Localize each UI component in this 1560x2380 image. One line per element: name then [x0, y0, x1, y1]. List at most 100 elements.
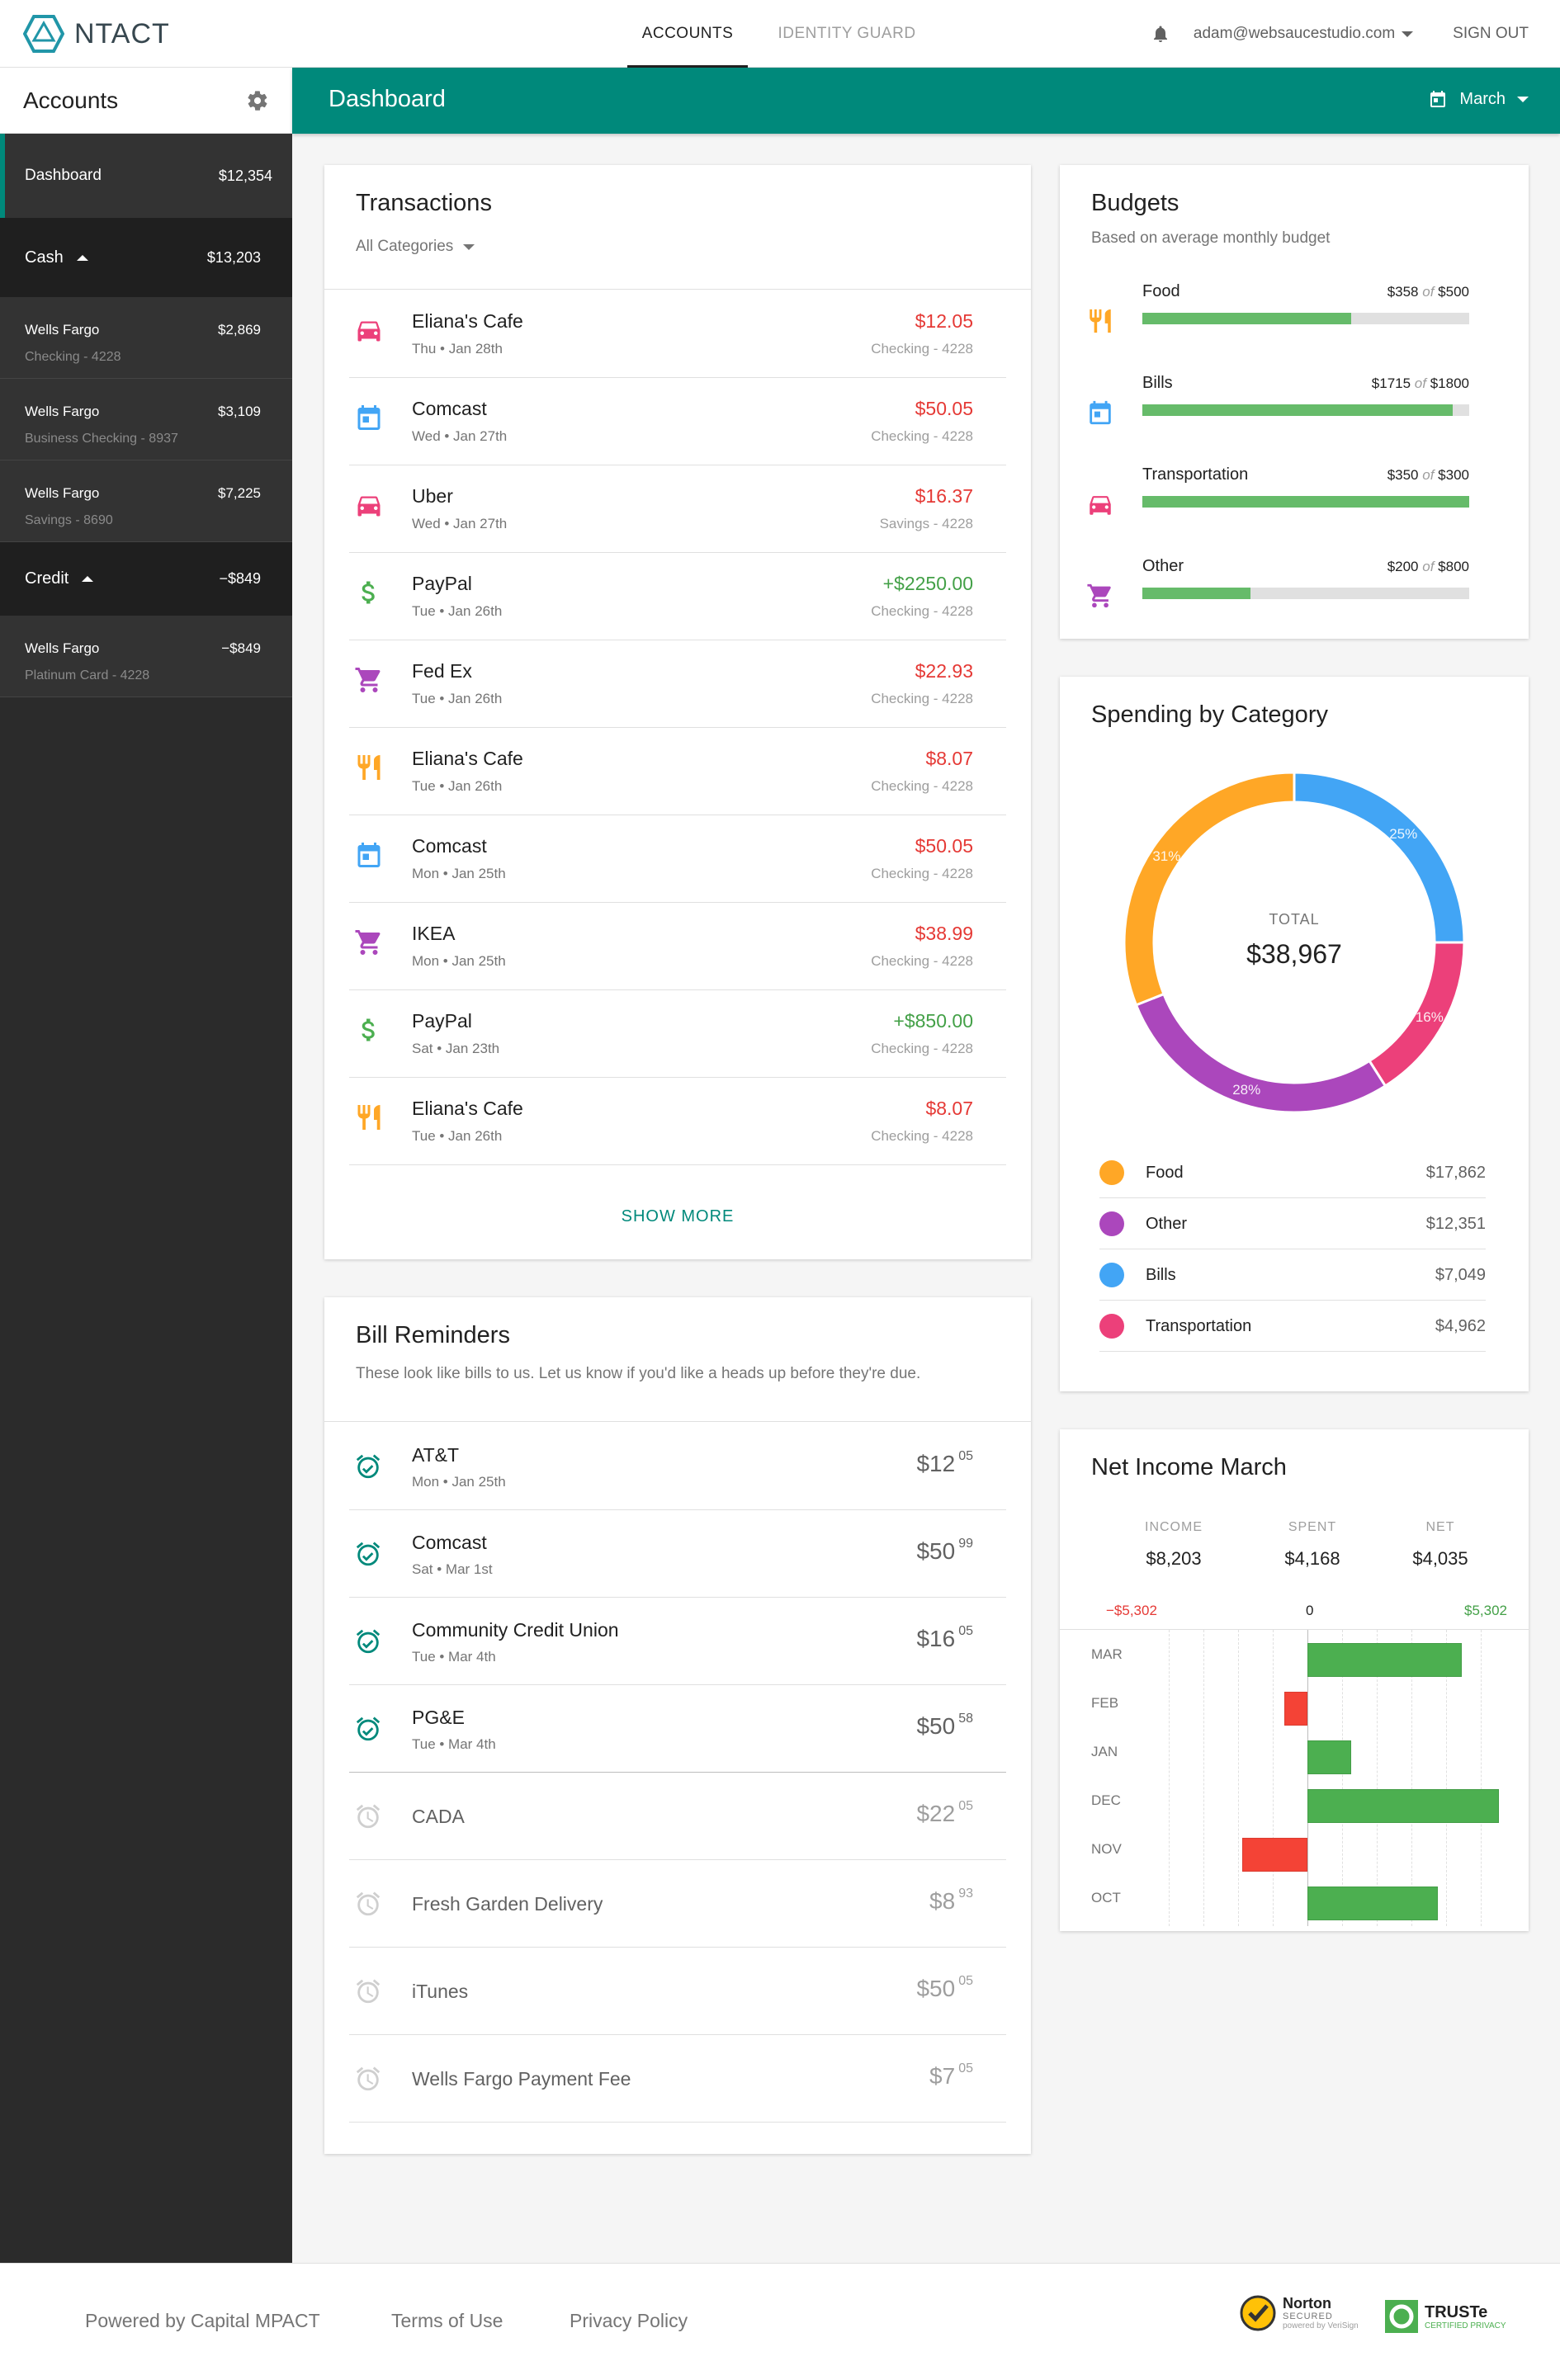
bill-row[interactable]: AT&T Mon • Jan 25th $12 05: [349, 1423, 1006, 1510]
transaction-row[interactable]: PayPal Sat • Jan 23th +$850.00 Checking - 4…: [349, 990, 1006, 1078]
sidebar-account[interactable]: Wells Fargo Business Checking - 8937 $3,…: [0, 379, 292, 460]
sidebar-title: Accounts: [23, 87, 119, 113]
sidebar-item-dashboard[interactable]: Dashboard $12,354: [0, 134, 292, 218]
net-income-bar[interactable]: [1307, 1887, 1438, 1920]
legend-swatch: [1099, 1314, 1124, 1339]
month-label: OCT: [1091, 1890, 1121, 1905]
tab-identity-guard[interactable]: IDENTITY GUARD: [778, 25, 916, 42]
bill-date: Sat • Mar 1st: [412, 1561, 493, 1577]
budget-of: of: [1422, 284, 1435, 300]
truste-badge[interactable]: TRUSTe CERTIFIED PRIVACY: [1383, 2298, 1506, 2335]
footer-privacy-link[interactable]: Privacy Policy: [570, 2310, 688, 2331]
legend-row[interactable]: Transportation $4,962: [1099, 1301, 1486, 1352]
budget-name: Food: [1142, 282, 1180, 300]
transaction-name: PayPal: [412, 1010, 472, 1032]
logo[interactable]: NTACT: [23, 15, 170, 53]
legend-row[interactable]: Food $17,862: [1099, 1147, 1486, 1198]
budget-progress-fill: [1142, 496, 1469, 508]
summary-label: SPENT: [1288, 1520, 1337, 1534]
bill-row-inactive[interactable]: CADA $22 05: [349, 1773, 1006, 1860]
sign-out-link[interactable]: SIGN OUT: [1453, 25, 1529, 42]
budget-item[interactable]: Food $358 of $500: [1086, 282, 1469, 357]
sidebar-section-cash[interactable]: Cash $13,203: [0, 218, 292, 297]
transaction-row[interactable]: Uber Wed • Jan 27th $16.37 Savings - 4228: [349, 465, 1006, 553]
sidebar-account[interactable]: Wells Fargo Checking - 4228 $2,869: [0, 297, 292, 379]
net-income-bar[interactable]: [1307, 1740, 1352, 1774]
transaction-name: IKEA: [412, 923, 456, 944]
chevron-down-icon[interactable]: [1402, 31, 1414, 37]
budgets-card: Budgets Based on average monthly budget …: [1060, 165, 1529, 639]
card-title: Bill Reminders: [356, 1322, 510, 1348]
transaction-row[interactable]: Comcast Wed • Jan 27th $50.05 Checking - 42…: [349, 378, 1006, 465]
transaction-row[interactable]: IKEA Mon • Jan 25th $38.99 Checking - 4228: [349, 903, 1006, 990]
gear-icon[interactable]: [246, 89, 269, 112]
transaction-row[interactable]: Eliana's Cafe Thu • Jan 28th $12.05 Checkin…: [349, 290, 1006, 378]
transaction-row[interactable]: Fed Ex Tue • Jan 26th $22.93 Checking - 422…: [349, 640, 1006, 728]
user-email-menu[interactable]: adam@websaucestudio.com: [1193, 25, 1396, 42]
budget-item[interactable]: Other $200 of $800: [1086, 557, 1469, 631]
bills-list: AT&T Mon • Jan 25th $12 05 Comcast Sat • Mar …: [349, 1423, 1006, 2123]
footer-terms-link[interactable]: Terms of Use: [391, 2310, 503, 2331]
footer-powered-by[interactable]: Powered by Capital MPACT: [85, 2310, 320, 2331]
sidebar-account[interactable]: Wells Fargo Savings - 8690 $7,225: [0, 460, 292, 542]
budget-progress-track: [1142, 313, 1469, 324]
donut-slice-food[interactable]: [1123, 771, 1296, 1007]
sidebar-account[interactable]: Wells Fargo Platinum Card - 4228 −$849: [0, 616, 292, 697]
norton-badge[interactable]: Norton SECURED powered by VeriSign: [1238, 2293, 1359, 2333]
bell-icon[interactable]: [1151, 24, 1170, 44]
transaction-row[interactable]: PayPal Tue • Jan 26th +$2250.00 Checking - …: [349, 553, 1006, 640]
sidebar-section-credit[interactable]: Credit −$849: [0, 542, 292, 616]
net-income-bar[interactable]: [1307, 1643, 1463, 1677]
month-label: DEC: [1091, 1792, 1121, 1808]
account-name: Wells Fargo: [25, 640, 100, 656]
net-income-row: MAR: [1060, 1630, 1529, 1679]
transaction-row[interactable]: Comcast Mon • Jan 25th $50.05 Checking - 42…: [349, 815, 1006, 903]
budget-item[interactable]: Transportation $350 of $300: [1086, 465, 1469, 540]
net-income-bar[interactable]: [1284, 1692, 1307, 1726]
donut-slice-label: 28%: [1232, 1082, 1260, 1098]
show-more-button[interactable]: SHOW MORE: [621, 1207, 735, 1225]
donut-slice-other[interactable]: [1134, 992, 1387, 1114]
bill-row[interactable]: Comcast Sat • Mar 1st $50 99: [349, 1510, 1006, 1598]
transaction-row[interactable]: Eliana's Cafe Tue • Jan 26th $8.07 Checking…: [349, 1078, 1006, 1165]
norton-name: Norton: [1283, 2294, 1331, 2312]
alarm-icon: [356, 1717, 381, 1741]
transaction-name: Fed Ex: [412, 660, 472, 682]
net-income-bar[interactable]: [1242, 1838, 1307, 1872]
month-label: JAN: [1091, 1744, 1118, 1759]
legend-row[interactable]: Other $12,351: [1099, 1198, 1486, 1249]
donut-total-value: $38,967: [1246, 939, 1342, 969]
bill-amount: $16 05: [916, 1624, 973, 1652]
transaction-row[interactable]: Eliana's Cafe Tue • Jan 26th $8.07 Checking…: [349, 728, 1006, 815]
alarm-off-icon: [356, 1891, 381, 1916]
chevron-down-icon: [463, 243, 475, 250]
budget-item[interactable]: Bills $1715 of $1800: [1086, 374, 1469, 448]
transaction-name: Uber: [412, 485, 453, 507]
legend-name: Bills: [1146, 1266, 1176, 1284]
card-title: Spending by Category: [1091, 701, 1328, 728]
month-selector[interactable]: March: [1428, 89, 1529, 109]
grid-line: [1411, 1630, 1412, 1926]
legend-name: Other: [1146, 1215, 1188, 1233]
account-sub: Platinum Card - 4228: [25, 668, 150, 682]
budget-progress-track: [1142, 496, 1469, 508]
bill-row[interactable]: PG&E Tue • Mar 4th $50 58: [349, 1685, 1006, 1773]
bill-row-inactive[interactable]: iTunes $50 05: [349, 1948, 1006, 2035]
bill-cents: 05: [958, 1624, 973, 1638]
transaction-date: Wed • Jan 27th: [412, 516, 508, 531]
budget-name: Bills: [1142, 374, 1173, 392]
net-income-bar[interactable]: [1307, 1789, 1499, 1823]
cart-icon: [355, 668, 381, 692]
chevron-up-icon: [76, 254, 88, 261]
budget-spent: $350: [1387, 467, 1419, 483]
bill-amount: $22 05: [916, 1799, 973, 1827]
bill-row[interactable]: Community Credit Union Tue • Mar 4th $16 05: [349, 1598, 1006, 1685]
net-income-row: FEB: [1060, 1679, 1529, 1727]
bill-row-inactive[interactable]: Wells Fargo Payment Fee $7 05: [349, 2035, 1006, 2123]
budget-values: $350 of $300: [1387, 467, 1469, 484]
bill-row-inactive[interactable]: Fresh Garden Delivery $8 93: [349, 1860, 1006, 1948]
fork-knife-icon: [1090, 309, 1111, 333]
category-filter[interactable]: All Categories: [356, 238, 475, 256]
tab-accounts[interactable]: ACCOUNTS: [627, 0, 748, 68]
legend-row[interactable]: Bills $7,049: [1099, 1249, 1486, 1301]
